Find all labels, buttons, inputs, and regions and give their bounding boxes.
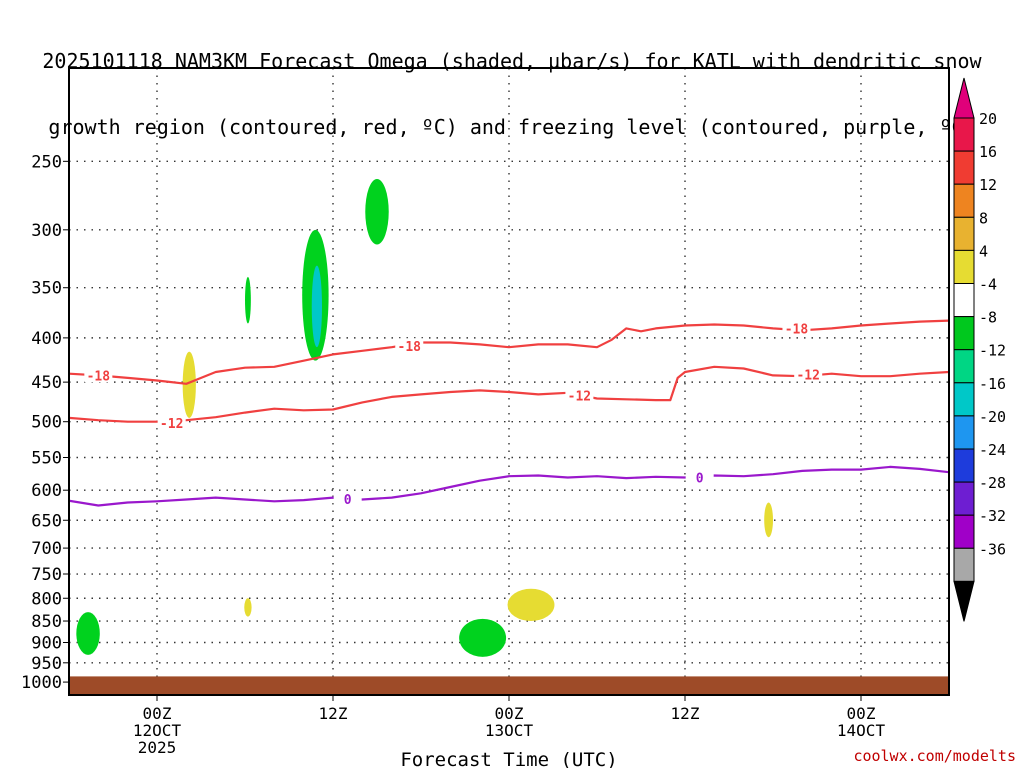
contour-line--12 — [69, 365, 949, 423]
y-axis: 2503003504004505005506006507007508008509… — [21, 152, 69, 693]
colorbar-label: 12 — [979, 176, 997, 194]
colorbar-swatch — [953, 216, 975, 251]
omega-area — [182, 351, 196, 418]
contour-label: -18 — [785, 322, 809, 337]
y-tick-label: 500 — [31, 413, 62, 433]
y-tick-label: 900 — [31, 634, 62, 654]
contour-label-bg — [565, 387, 594, 403]
colorbar-label: -28 — [979, 474, 1006, 492]
contour-label-bg — [333, 490, 362, 506]
colorbar-over-arrow — [953, 77, 975, 119]
omega-area — [365, 178, 389, 245]
colorbar-label: 8 — [979, 209, 988, 227]
colorbar-label: -20 — [979, 408, 1006, 426]
terrain — [69, 676, 949, 695]
colorbar-swatch — [953, 316, 975, 351]
colorbar-swatch — [953, 349, 975, 384]
omega-area — [311, 265, 322, 348]
chart-title: 2025101118 NAM3KM Forecast Omega (shaded… — [0, 6, 1024, 160]
y-tick-label: 250 — [31, 152, 62, 172]
y-tick-label: 800 — [31, 589, 62, 609]
colorbar-swatch — [953, 415, 975, 450]
x-axis-label: Forecast Time (UTC) — [400, 749, 617, 768]
y-tick-label: 350 — [31, 279, 62, 299]
colorbar-label: -32 — [979, 507, 1006, 525]
x-tick-label: 13OCT — [485, 721, 534, 740]
omega-area — [76, 612, 100, 655]
colorbar-swatch — [953, 382, 975, 417]
colorbar-swatch — [953, 150, 975, 185]
y-tick-label: 700 — [31, 539, 62, 559]
colorbar-label: -4 — [979, 276, 997, 294]
x-tick-label: 12Z — [671, 704, 700, 723]
contour-label: -12 — [568, 389, 591, 404]
contour-label-bg — [395, 338, 424, 354]
colorbar: 20 16 12 8 4 -4 -8 -12 -16 -20 -24 -28 -32 -36 — [953, 77, 1006, 622]
y-tick-label: 550 — [31, 449, 62, 469]
x-tick-label: 2025 — [138, 738, 177, 757]
omega-area — [245, 276, 251, 324]
y-tick-label: 300 — [31, 221, 62, 241]
contour-label-bg — [84, 367, 113, 383]
y-tick-label: 650 — [31, 511, 62, 531]
contour-label-bg — [794, 366, 823, 382]
contour-labels: -18 -18 -18 -12 -12 -12 0 0 — [84, 320, 823, 508]
x-tick-label: 12Z — [319, 704, 348, 723]
y-tick-label: 400 — [31, 329, 62, 349]
colorbar-swatch — [953, 183, 975, 218]
omega-area — [764, 502, 773, 538]
colorbar-swatch — [953, 117, 975, 152]
colorbar-label: -12 — [979, 342, 1006, 360]
x-tick-label: 00Z — [847, 704, 876, 723]
y-tick-label: 750 — [31, 565, 62, 585]
colorbar-label: 4 — [979, 242, 988, 260]
chart-title-line2: growth region (contoured, red, ºC) and f… — [48, 115, 976, 139]
omega-area — [459, 618, 507, 657]
y-tick-label: 850 — [31, 612, 62, 632]
x-tick-label: 00Z — [495, 704, 524, 723]
terrain-layer — [69, 676, 949, 695]
colorbar-label: -8 — [979, 309, 997, 327]
colorbar-swatch — [953, 283, 975, 318]
contour-label-bg — [782, 320, 811, 336]
omega-area — [244, 598, 252, 617]
contour-label-bg — [685, 469, 714, 485]
colorbar-swatch — [953, 547, 975, 582]
contour-label: -18 — [87, 369, 111, 384]
colorbar-under-arrow — [953, 580, 975, 622]
contour-label: 0 — [696, 471, 704, 486]
colorbar-label: 20 — [979, 110, 997, 128]
colorbar-label: -36 — [979, 540, 1006, 558]
contour-label: 0 — [344, 493, 352, 508]
y-tick-label: 450 — [31, 373, 62, 393]
y-tick-label: 1000 — [21, 673, 62, 693]
colorbar-label: 16 — [979, 143, 997, 161]
colorbar-label: -16 — [979, 375, 1006, 393]
contour-label-bg — [157, 415, 186, 431]
contour-label: -12 — [796, 369, 819, 384]
colorbar-swatch — [953, 481, 975, 516]
colorbar-swatch — [953, 448, 975, 483]
contour-line-0 — [69, 465, 949, 507]
colorbar-label: -24 — [979, 441, 1006, 459]
site-watermark: coolwx.com/modelts — [853, 747, 1016, 765]
chart-title-line1: 2025101118 NAM3KM Forecast Omega (shaded… — [42, 49, 982, 73]
x-tick-label: 00Z — [143, 704, 172, 723]
omega-area — [507, 588, 555, 622]
colorbar-swatch — [953, 249, 975, 284]
contour-label: -12 — [160, 417, 183, 432]
y-tick-label: 600 — [31, 481, 62, 501]
x-tick-label: 12OCT — [133, 721, 182, 740]
plot-area: -18 -18 -18 -12 -12 -12 0 0 — [69, 178, 949, 695]
y-tick-label: 950 — [31, 654, 62, 674]
x-tick-label: 14OCT — [837, 721, 886, 740]
colorbar-swatch — [953, 514, 975, 549]
contour-label: -18 — [398, 340, 422, 355]
omega-shading — [76, 178, 773, 657]
